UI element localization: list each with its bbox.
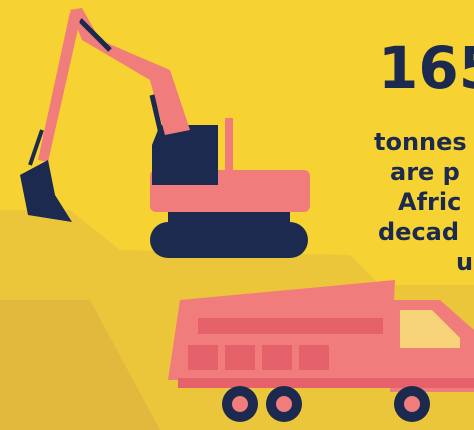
truck-panels xyxy=(188,345,329,370)
excavator-cab xyxy=(152,125,218,185)
text-line: Afric xyxy=(398,188,461,216)
truck-chassis xyxy=(178,378,474,388)
dump-truck xyxy=(168,280,474,422)
excavator-piston xyxy=(28,129,44,166)
text-line: tonnes xyxy=(374,128,467,156)
excavator-exhaust xyxy=(225,118,233,170)
truck-window xyxy=(400,310,460,348)
truck-stripe xyxy=(198,318,383,334)
text-line: are p xyxy=(390,158,460,186)
excavator-bucket xyxy=(20,160,72,222)
text-line: u xyxy=(456,248,473,276)
excavator-arm xyxy=(38,12,80,162)
ground-layer xyxy=(0,300,160,430)
text-line: decad xyxy=(378,218,459,246)
headline: 165 xyxy=(378,34,474,102)
excavator xyxy=(20,8,310,258)
excavator-track xyxy=(150,222,308,258)
excavator-boom xyxy=(70,8,190,135)
excavator-piston xyxy=(78,18,112,52)
excavator-piston xyxy=(149,94,165,139)
excavator-base xyxy=(168,210,290,226)
